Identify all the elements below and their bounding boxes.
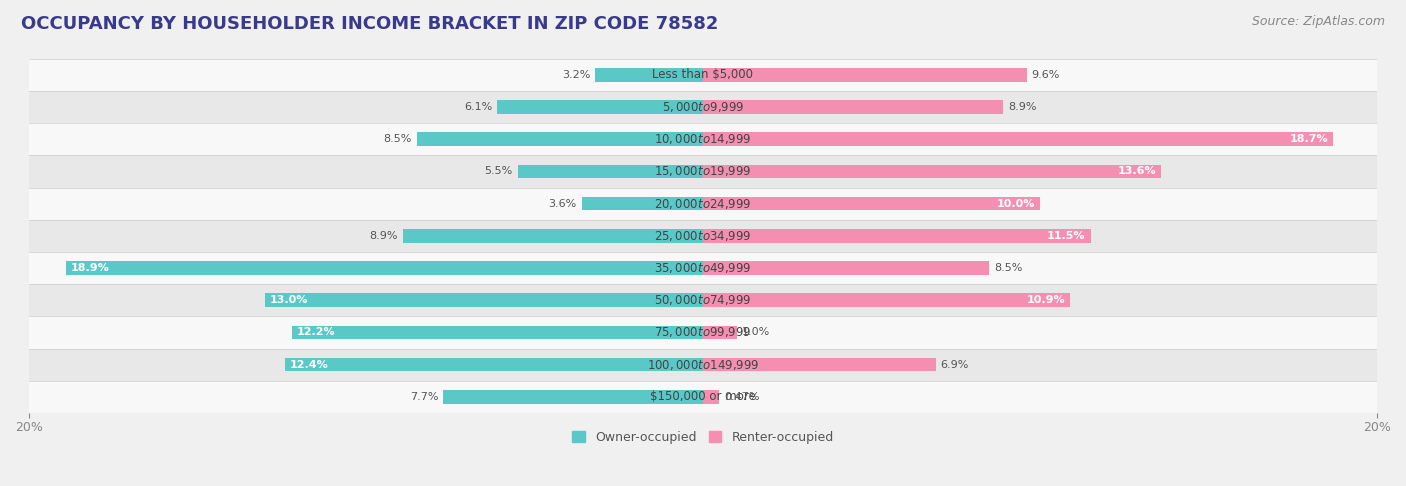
Text: 12.2%: 12.2% <box>297 328 336 337</box>
Text: $20,000 to $24,999: $20,000 to $24,999 <box>654 197 752 210</box>
Text: $35,000 to $49,999: $35,000 to $49,999 <box>654 261 752 275</box>
Text: 10.9%: 10.9% <box>1026 295 1066 305</box>
Text: 11.5%: 11.5% <box>1047 231 1085 241</box>
Text: $15,000 to $19,999: $15,000 to $19,999 <box>654 164 752 178</box>
Text: 0.47%: 0.47% <box>724 392 759 402</box>
Text: 18.7%: 18.7% <box>1289 134 1329 144</box>
Text: $10,000 to $14,999: $10,000 to $14,999 <box>654 132 752 146</box>
Bar <box>703 358 935 371</box>
Bar <box>404 229 703 243</box>
Text: 12.4%: 12.4% <box>290 360 329 370</box>
Bar <box>703 326 737 339</box>
Bar <box>30 188 1376 220</box>
Bar <box>582 197 703 210</box>
Bar <box>264 294 703 307</box>
Text: 8.5%: 8.5% <box>994 263 1024 273</box>
Text: $50,000 to $74,999: $50,000 to $74,999 <box>654 293 752 307</box>
Bar <box>30 123 1376 156</box>
Bar <box>703 390 718 403</box>
Bar <box>703 68 1026 82</box>
Bar <box>30 348 1376 381</box>
Text: $100,000 to $149,999: $100,000 to $149,999 <box>647 358 759 372</box>
Bar <box>30 156 1376 188</box>
Bar <box>703 165 1161 178</box>
Text: 10.0%: 10.0% <box>997 199 1035 208</box>
Text: Source: ZipAtlas.com: Source: ZipAtlas.com <box>1251 15 1385 28</box>
Bar <box>292 326 703 339</box>
Text: 8.9%: 8.9% <box>370 231 398 241</box>
Bar <box>416 133 703 146</box>
Text: OCCUPANCY BY HOUSEHOLDER INCOME BRACKET IN ZIP CODE 78582: OCCUPANCY BY HOUSEHOLDER INCOME BRACKET … <box>21 15 718 33</box>
Text: 1.0%: 1.0% <box>742 328 770 337</box>
Text: Less than $5,000: Less than $5,000 <box>652 69 754 81</box>
Text: $5,000 to $9,999: $5,000 to $9,999 <box>662 100 744 114</box>
Bar <box>30 252 1376 284</box>
Bar <box>703 100 1002 114</box>
Text: 8.5%: 8.5% <box>382 134 412 144</box>
Text: 13.6%: 13.6% <box>1118 166 1156 176</box>
Bar <box>30 284 1376 316</box>
Bar <box>30 91 1376 123</box>
Text: 6.9%: 6.9% <box>941 360 969 370</box>
Bar <box>703 229 1091 243</box>
Legend: Owner-occupied, Renter-occupied: Owner-occupied, Renter-occupied <box>568 426 838 449</box>
Bar <box>66 261 703 275</box>
Bar <box>517 165 703 178</box>
Bar <box>30 316 1376 348</box>
Bar <box>595 68 703 82</box>
Bar <box>703 261 990 275</box>
Text: 13.0%: 13.0% <box>270 295 308 305</box>
Bar <box>30 59 1376 91</box>
Bar <box>498 100 703 114</box>
Text: 8.9%: 8.9% <box>1008 102 1036 112</box>
Text: 3.6%: 3.6% <box>548 199 576 208</box>
Text: 5.5%: 5.5% <box>484 166 513 176</box>
Text: 3.2%: 3.2% <box>562 70 591 80</box>
Text: $25,000 to $34,999: $25,000 to $34,999 <box>654 229 752 243</box>
Bar <box>285 358 703 371</box>
Bar <box>703 294 1070 307</box>
Bar <box>30 381 1376 413</box>
Text: 9.6%: 9.6% <box>1032 70 1060 80</box>
Bar <box>443 390 703 403</box>
Bar <box>703 133 1333 146</box>
Text: $150,000 or more: $150,000 or more <box>650 390 756 403</box>
Bar <box>30 220 1376 252</box>
Text: 6.1%: 6.1% <box>464 102 492 112</box>
Bar <box>703 197 1040 210</box>
Text: 7.7%: 7.7% <box>411 392 439 402</box>
Text: $75,000 to $99,999: $75,000 to $99,999 <box>654 326 752 339</box>
Text: 18.9%: 18.9% <box>72 263 110 273</box>
